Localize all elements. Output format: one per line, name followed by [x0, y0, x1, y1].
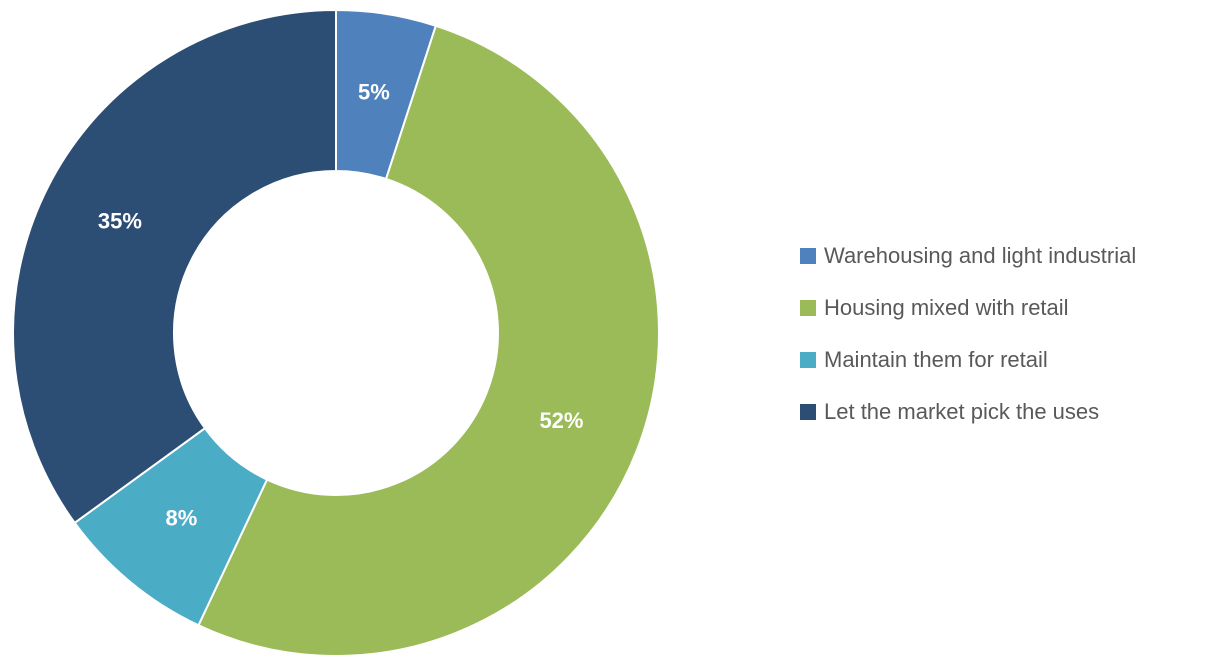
legend-swatch: [800, 300, 816, 316]
slice: [12, 8, 337, 525]
data-label: 5%: [358, 79, 390, 104]
data-label: 35%: [98, 209, 142, 234]
legend-swatch: [800, 248, 816, 264]
slice: [197, 24, 660, 657]
data-label: 8%: [166, 506, 198, 531]
legend-swatch: [800, 404, 816, 420]
data-label: 52%: [539, 408, 583, 433]
legend-label: Warehousing and light industrial: [824, 243, 1136, 268]
legend-label: Let the market pick the uses: [824, 399, 1099, 424]
legend-swatch: [800, 352, 816, 368]
legend-label: Maintain them for retail: [824, 347, 1048, 372]
legend-label: Housing mixed with retail: [824, 295, 1069, 320]
